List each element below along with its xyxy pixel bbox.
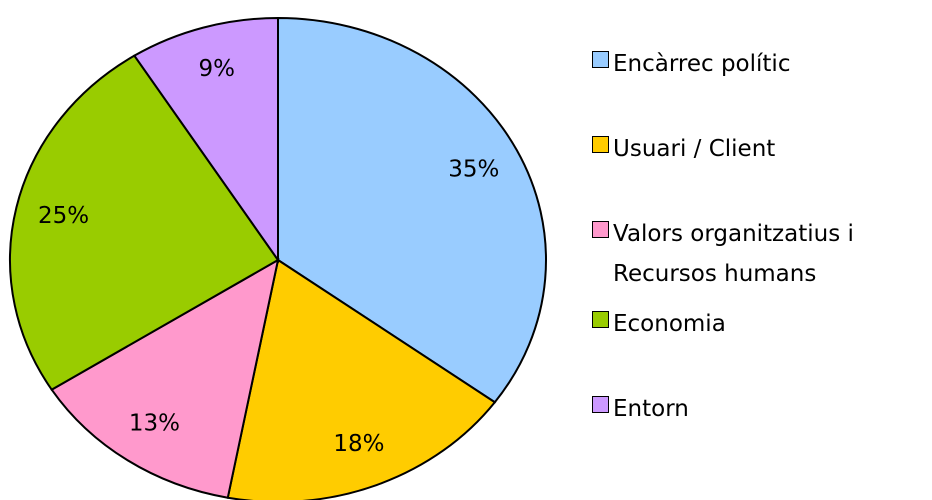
- legend-swatch: [592, 311, 609, 328]
- legend-item: Economia: [592, 304, 913, 344]
- legend-swatch: [592, 396, 609, 413]
- pie-slice: [226, 258, 497, 500]
- chart: 35% 18% 13% 25% 9%: [9, 16, 547, 500]
- legend-label: Valors organitzatius i Recursos humans: [613, 221, 854, 287]
- legend-item: Entorn: [592, 389, 913, 429]
- data-label: 9%: [198, 56, 235, 82]
- legend-swatch: [592, 136, 609, 153]
- legend-label: Entorn: [613, 396, 689, 422]
- legend-item: Usuari / Client: [592, 129, 913, 169]
- legend-label: Encàrrec polític: [613, 51, 791, 77]
- legend-swatch: [592, 51, 609, 68]
- legend-label: Economia: [613, 311, 726, 337]
- legend-item: Valors organitzatius i Recursos humans: [592, 214, 913, 294]
- legend-item: Encàrrec polític: [592, 44, 913, 84]
- legend-swatch: [592, 221, 609, 238]
- data-label: 25%: [38, 203, 89, 229]
- legend-label: Usuari / Client: [613, 136, 776, 162]
- data-label: 18%: [333, 431, 384, 457]
- pie-slice: [9, 54, 280, 391]
- pie-slice: [132, 16, 279, 264]
- pie-slice: [50, 258, 280, 499]
- data-label: 13%: [129, 411, 180, 437]
- data-label: 35%: [448, 156, 499, 182]
- pie-slice: [277, 16, 547, 404]
